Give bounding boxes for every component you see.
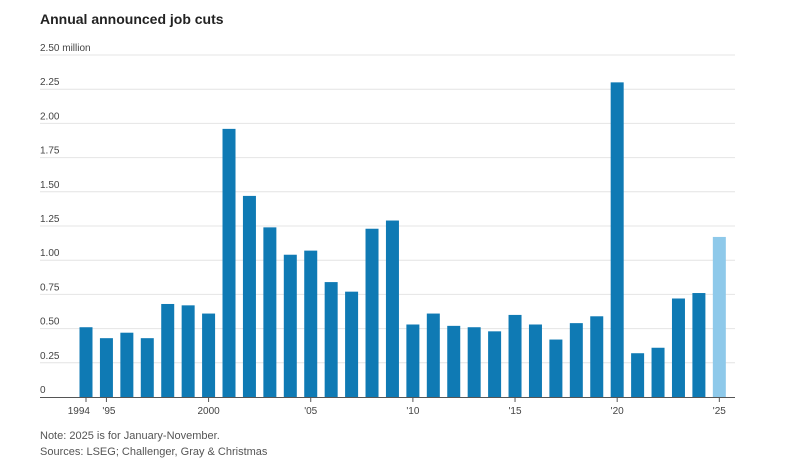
bar-2019 bbox=[590, 316, 604, 397]
x-tick-label: '15 bbox=[509, 406, 522, 417]
bar-2002 bbox=[242, 195, 256, 397]
bar-2012 bbox=[447, 325, 461, 397]
bar-2006 bbox=[324, 282, 338, 397]
x-tick-label: 1994 bbox=[68, 406, 91, 417]
bar-2016 bbox=[528, 324, 542, 397]
y-tick-label: 1.00 bbox=[40, 248, 60, 259]
y-tick-label: 0.50 bbox=[40, 317, 60, 328]
bar-2013 bbox=[467, 327, 481, 397]
bar-2003 bbox=[263, 227, 277, 397]
bar-1996 bbox=[120, 332, 134, 397]
bar-1997 bbox=[140, 338, 154, 397]
y-tick-label: 0 bbox=[40, 385, 46, 396]
bar-2011 bbox=[426, 313, 440, 397]
x-tick-label: 2000 bbox=[197, 406, 220, 417]
x-tick-label: '25 bbox=[713, 406, 726, 417]
y-tick-label: 0.75 bbox=[40, 282, 60, 293]
y-tick-label: 0.25 bbox=[40, 351, 60, 362]
bar-2014 bbox=[488, 331, 502, 397]
bar-1998 bbox=[161, 303, 175, 397]
x-tick-label: '10 bbox=[406, 406, 419, 417]
bar-2000 bbox=[202, 313, 216, 397]
bar-2020 bbox=[610, 82, 624, 398]
y-tick-label: 2.50 million bbox=[40, 43, 91, 54]
x-axis: 1994 '95 2000 '05 '10 '15 '20 '25 bbox=[40, 397, 735, 417]
bar-2025 bbox=[712, 236, 726, 397]
bar-2021 bbox=[631, 353, 645, 397]
x-tick-label: '05 bbox=[304, 406, 317, 417]
bar-2018 bbox=[569, 323, 583, 397]
bar-2023 bbox=[671, 298, 685, 397]
bar-2017 bbox=[549, 339, 563, 397]
bar-1994 bbox=[79, 327, 93, 397]
bar-2015 bbox=[508, 314, 522, 397]
chart-title: Annual announced job cuts bbox=[40, 11, 224, 27]
bar-1999 bbox=[181, 305, 195, 397]
bar-2004 bbox=[283, 254, 297, 397]
y-axis-labels: 0 0.25 0.50 0.75 1.00 1.25 1.50 1.75 2.00 2.25 2.5… bbox=[40, 43, 91, 396]
bar-1995 bbox=[99, 338, 113, 397]
bar-2010 bbox=[406, 324, 420, 397]
y-tick-label: 1.25 bbox=[40, 214, 60, 225]
y-tick-label: 1.75 bbox=[40, 146, 60, 157]
bar-2024 bbox=[692, 293, 706, 397]
x-tick-label: '95 bbox=[102, 406, 115, 417]
bars bbox=[79, 82, 726, 398]
y-tick-label: 2.25 bbox=[40, 77, 60, 88]
bar-2007 bbox=[345, 291, 359, 397]
note-text: Note: 2025 is for January-November. bbox=[40, 430, 220, 442]
bar-2022 bbox=[651, 347, 665, 397]
bar-2001 bbox=[222, 128, 236, 397]
source-text: Sources: LSEG; Challenger, Gray & Christ… bbox=[40, 446, 268, 458]
x-tick-label: '20 bbox=[611, 406, 624, 417]
bar-2005 bbox=[304, 250, 318, 397]
bar-2009 bbox=[385, 220, 399, 397]
y-tick-label: 1.50 bbox=[40, 180, 60, 191]
y-tick-label: 2.00 bbox=[40, 111, 60, 122]
bar-2008 bbox=[365, 228, 379, 397]
